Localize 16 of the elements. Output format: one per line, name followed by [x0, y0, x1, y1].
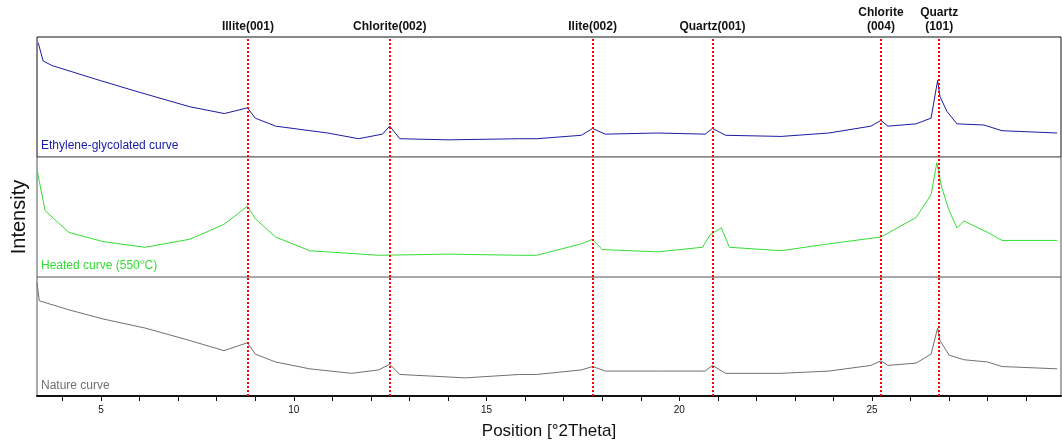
text: Nature curve	[41, 378, 111, 392]
ref-line-label: Ilite(002)	[568, 19, 617, 33]
ref-line-label: Chlorite (004)	[858, 5, 904, 33]
x-tick-label: 10	[288, 403, 300, 415]
ref-line-label: Quartz(001)	[679, 19, 746, 33]
x-tick-label: 25	[866, 403, 879, 415]
ref-line-label: Quartz (101)	[920, 5, 959, 33]
y-axis-title: Intensity	[7, 179, 29, 255]
x-tick-label: 20	[673, 403, 686, 415]
x-tick-label: 5	[98, 403, 105, 415]
x-tick-label: 15	[480, 403, 493, 415]
x-axis-title: Position [°2Theta]	[481, 421, 617, 440]
text: Ethylene-glycolated curve	[41, 138, 179, 152]
series-label: Heated curve (550°C)	[41, 258, 158, 272]
ref-line-label: Illite(001)	[221, 19, 274, 33]
ref-line-label: Chlorite(002)	[353, 19, 427, 33]
